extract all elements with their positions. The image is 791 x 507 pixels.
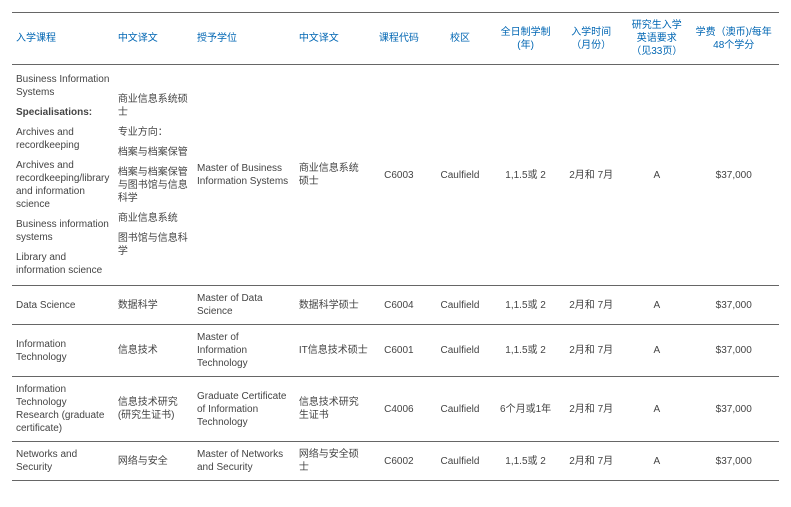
cell-course-en: Information Technology Research (graduat… [12, 377, 114, 442]
th-degree-en: 授予学位 [193, 13, 295, 65]
cell-campus: Caulfield [426, 325, 494, 377]
cell-duration: 1,1.5或 2 [494, 65, 557, 286]
cell-intake: 2月和 7月 [557, 442, 625, 481]
cell-code: C6004 [372, 286, 426, 325]
cell-code: C6002 [372, 442, 426, 481]
spec1-cn: 档案与档案保管 [118, 144, 189, 161]
cell-degree-en: Master of Networks and Security [193, 442, 295, 481]
spec2-cn: 档案与档案保管与图书馆与信息科学 [118, 164, 189, 207]
cell-code: C6001 [372, 325, 426, 377]
cell-degree-cn: 数据科学硕士 [295, 286, 372, 325]
cell-degree-en: Master of Information Technology [193, 325, 295, 377]
cell-intake: 2月和 7月 [557, 65, 625, 286]
cell-course-cn: 数据科学 [114, 286, 193, 325]
cell-course-cn: 商业信息系统硕士 专业方向： 档案与档案保管 档案与档案保管与图书馆与信息科学 … [114, 65, 193, 286]
cell-course-cn: 信息技术 [114, 325, 193, 377]
table-row: Networks and Security 网络与安全 Master of Ne… [12, 442, 779, 481]
cell-english: A [625, 442, 688, 481]
th-course-en: 入学课程 [12, 13, 114, 65]
cell-degree-cn: 信息技术研究生证书 [295, 377, 372, 442]
table-row: Data Science 数据科学 Master of Data Science… [12, 286, 779, 325]
cell-intake: 2月和 7月 [557, 377, 625, 442]
cell-course-en: Information Technology [12, 325, 114, 377]
cell-duration: 6个月或1年 [494, 377, 557, 442]
cell-duration: 1,1.5或 2 [494, 325, 557, 377]
table-row: Business Information Systems Specialisat… [12, 65, 779, 286]
table-row: Information Technology Research (graduat… [12, 377, 779, 442]
cell-course-cn: 网络与安全 [114, 442, 193, 481]
th-fee: 学费（澳币)/每年48个学分 [688, 13, 779, 65]
cell-degree-cn: 商业信息系统硕士 [295, 65, 372, 286]
spec1-en: Archives and recordkeeping [16, 124, 110, 154]
cell-campus: Caulfield [426, 286, 494, 325]
spec3-cn: 商业信息系统 [118, 210, 189, 227]
cell-campus: Caulfield [426, 442, 494, 481]
spec4-en: Library and information science [16, 249, 110, 279]
cell-code: C4006 [372, 377, 426, 442]
cell-campus: Caulfield [426, 65, 494, 286]
group-main-en: Business Information Systems [16, 71, 110, 101]
cell-course-en: Business Information Systems Specialisat… [12, 65, 114, 286]
cell-course-cn: 信息技术研究(研究生证书) [114, 377, 193, 442]
cell-campus: Caulfield [426, 377, 494, 442]
cell-course-en: Data Science [12, 286, 114, 325]
course-table: 入学课程 中文译文 授予学位 中文译文 课程代码 校区 全日制学制(年) 入学时… [12, 12, 779, 481]
cell-degree-en: Master of Business Information Systems [193, 65, 295, 286]
cell-duration: 1,1.5或 2 [494, 442, 557, 481]
cell-degree-cn: 网络与安全硕士 [295, 442, 372, 481]
th-code: 课程代码 [372, 13, 426, 65]
cell-fee: $37,000 [688, 286, 779, 325]
spec3-en: Business information systems [16, 216, 110, 246]
spec2-en: Archives and recordkeeping/library and i… [16, 157, 110, 213]
th-campus: 校区 [426, 13, 494, 65]
cell-english: A [625, 286, 688, 325]
cell-fee: $37,000 [688, 442, 779, 481]
spec4-cn: 图书馆与信息科学 [118, 230, 189, 260]
cell-fee: $37,000 [688, 325, 779, 377]
th-degree-cn: 中文译文 [295, 13, 372, 65]
th-course-cn: 中文译文 [114, 13, 193, 65]
cell-duration: 1,1.5或 2 [494, 286, 557, 325]
th-intake: 入学时间（月份） [557, 13, 625, 65]
cell-english: A [625, 65, 688, 286]
cell-intake: 2月和 7月 [557, 325, 625, 377]
cell-intake: 2月和 7月 [557, 286, 625, 325]
th-duration: 全日制学制(年) [494, 13, 557, 65]
cell-course-en: Networks and Security [12, 442, 114, 481]
group-main-cn: 商业信息系统硕士 [118, 91, 189, 121]
cell-fee: $37,000 [688, 65, 779, 286]
cell-degree-en: Graduate Certificate of Information Tech… [193, 377, 295, 442]
cell-english: A [625, 377, 688, 442]
th-english: 研究生入学英语要求（见33页） [625, 13, 688, 65]
table-row: Information Technology 信息技术 Master of In… [12, 325, 779, 377]
spec-label-cn: 专业方向： [118, 124, 189, 141]
cell-fee: $37,000 [688, 377, 779, 442]
cell-degree-cn: IT信息技术硕士 [295, 325, 372, 377]
spec-label-en: Specialisations: [16, 104, 110, 121]
cell-english: A [625, 325, 688, 377]
cell-degree-en: Master of Data Science [193, 286, 295, 325]
header-row: 入学课程 中文译文 授予学位 中文译文 课程代码 校区 全日制学制(年) 入学时… [12, 13, 779, 65]
cell-code: C6003 [372, 65, 426, 286]
